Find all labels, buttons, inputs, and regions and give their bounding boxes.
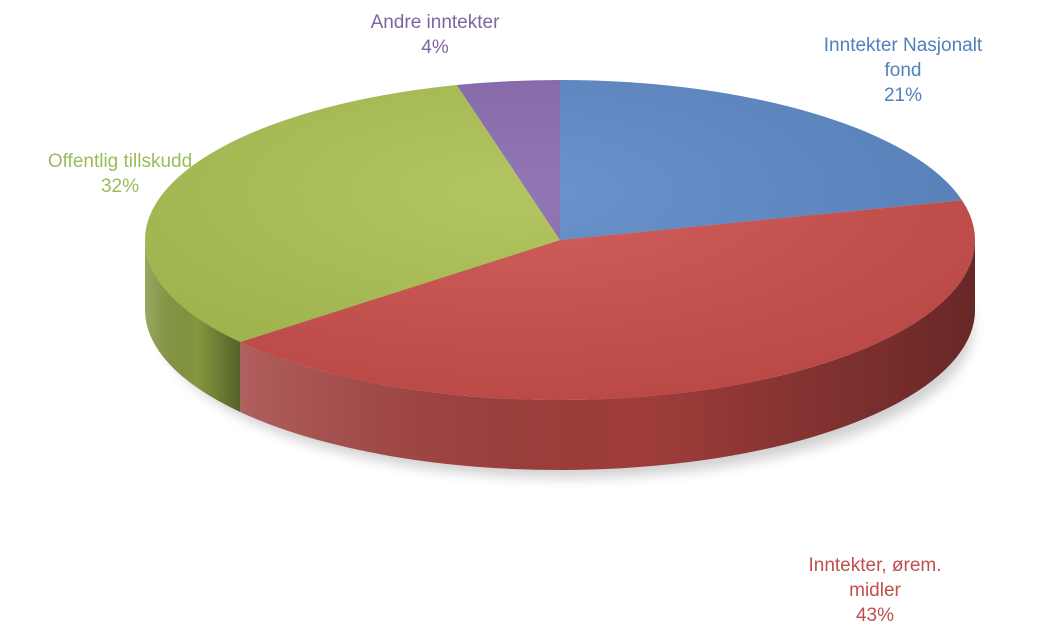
slice-percent: 21% — [883, 85, 923, 106]
slice-label-inntekter-orem-midler: Inntekter, ørem. midler 43% — [775, 553, 975, 628]
slice-name-line2: midler — [849, 580, 901, 601]
pie-top-shade — [145, 80, 975, 400]
slice-side-shade-1-0 — [240, 240, 975, 470]
slice-name-line1: Offentlig tillskudd — [47, 151, 193, 172]
slice-percent: 43% — [855, 605, 895, 626]
slice-name-line2: fond — [884, 60, 922, 81]
slice-percent: 32% — [100, 176, 140, 197]
slice-name-line1: Inntekter, ørem. — [808, 555, 942, 576]
slice-label-andre-inntekter: Andre inntekter 4% — [340, 10, 530, 60]
slice-name-line1: Andre inntekter — [370, 12, 500, 33]
slice-percent: 4% — [421, 37, 449, 58]
slice-label-inntekter-nasjonalt-fond: Inntekter Nasjonalt fond 21% — [790, 33, 1016, 108]
slice-label-offentlig-tillskudd: Offentlig tillskudd 32% — [10, 149, 230, 199]
slice-side-shade-2-0 — [145, 240, 241, 412]
slice-name-line1: Inntekter Nasjonalt — [823, 35, 983, 56]
